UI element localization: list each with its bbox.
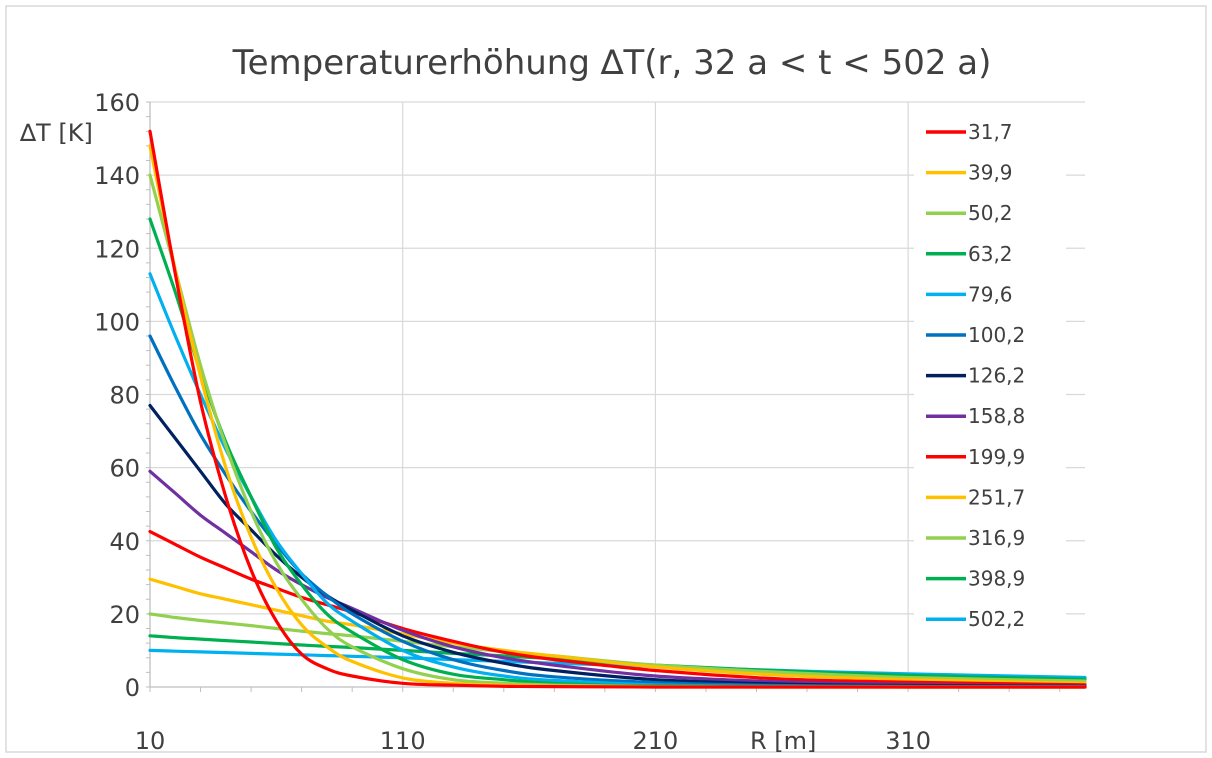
legend-label: 251,7: [968, 485, 1025, 509]
chart-title: Temperaturerhöhung ∆T(r, 32 a < t < 502 …: [232, 43, 992, 83]
x-axis-label: R [m]: [750, 727, 816, 755]
y-tick-label: 60: [109, 455, 140, 483]
legend-label: 31,7: [968, 120, 1013, 144]
y-tick-label: 0: [125, 674, 140, 702]
series-line-158-8: [148, 469, 1087, 688]
legend-label: 126,2: [968, 364, 1025, 388]
legend-label: 199,9: [968, 445, 1025, 469]
legend-label: 158,8: [968, 404, 1025, 428]
x-tick-label: 10: [135, 727, 166, 755]
x-tick-label: 110: [380, 727, 426, 755]
y-tick-label: 100: [94, 308, 140, 336]
y-tick-label: 40: [109, 528, 140, 556]
x-tick-label: 210: [632, 727, 678, 755]
legend-label: 502,2: [968, 607, 1025, 631]
y-tick-label: 160: [94, 89, 140, 117]
series-lines: [148, 129, 1087, 689]
legend-label: 79,6: [968, 282, 1013, 306]
legend: [914, 110, 1066, 650]
legend-entries: 31,7 39,9 50,2 63,2 79,6 100,2 126,2 158,8 199,9…: [926, 120, 1025, 631]
legend-label: 50,2: [968, 201, 1013, 225]
y-tick-label: 120: [94, 235, 140, 263]
legend-label: 100,2: [968, 323, 1025, 347]
legend-label: 39,9: [968, 161, 1013, 185]
legend-label: 63,2: [968, 242, 1013, 266]
y-tick-label: 140: [94, 162, 140, 190]
y-tick-label: 80: [109, 382, 140, 410]
legend-label: 316,9: [968, 526, 1025, 550]
legend-label: 398,9: [968, 567, 1025, 591]
y-axis-label: ∆T [K]: [19, 119, 93, 147]
series-line-31-7: [148, 129, 1087, 689]
x-tick-label: 310: [885, 727, 931, 755]
tick-labels: 0 20 40 60 80 100 120 140 160 10 110 210 310: [94, 89, 931, 755]
y-tick-label: 20: [109, 601, 140, 629]
